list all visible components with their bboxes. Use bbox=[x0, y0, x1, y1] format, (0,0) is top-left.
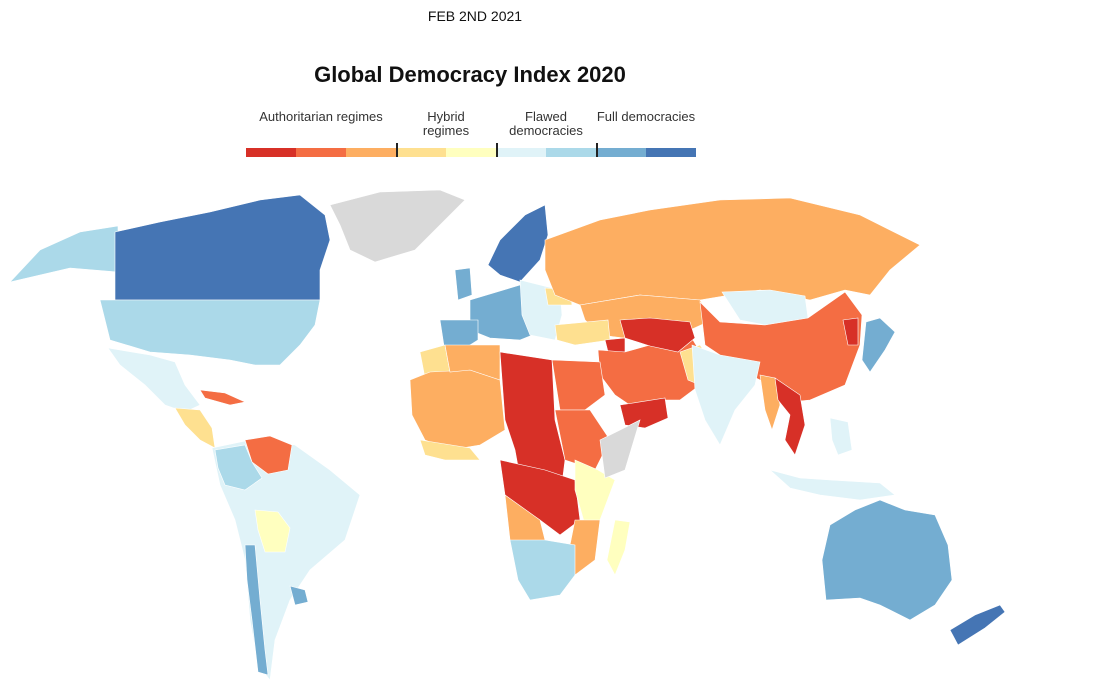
region-central-america bbox=[174, 407, 216, 449]
region-horn bbox=[599, 419, 641, 479]
region-algeria bbox=[444, 344, 501, 381]
region-russia bbox=[544, 197, 921, 306]
region-cuba bbox=[199, 389, 246, 406]
region-australia bbox=[821, 499, 953, 621]
region-southern-africa bbox=[509, 539, 576, 601]
region-north-west-africa bbox=[409, 369, 506, 451]
legend-swatch bbox=[496, 148, 546, 157]
region-colombia bbox=[214, 444, 263, 491]
legend-label-flawed: Flawed democracies bbox=[509, 109, 583, 138]
region-alaska bbox=[9, 225, 119, 283]
region-chile bbox=[244, 544, 269, 676]
legend-label-authoritarian: Authoritarian regimes bbox=[259, 109, 383, 124]
region-south-america bbox=[211, 439, 361, 681]
legend-divider bbox=[496, 143, 498, 157]
region-laos-vietnam bbox=[774, 377, 806, 456]
region-uruguay bbox=[289, 585, 309, 606]
region-bolivia bbox=[254, 509, 291, 553]
region-mongolia bbox=[721, 289, 809, 326]
region-philippines bbox=[829, 417, 853, 456]
legend-swatch bbox=[646, 148, 696, 157]
legend-label-hybrid: Hybrid regimes bbox=[422, 109, 470, 138]
legend-color-bar bbox=[246, 148, 696, 157]
map-title: Global Democracy Index 2020 bbox=[314, 62, 626, 87]
region-indonesia bbox=[769, 469, 896, 501]
legend-swatch bbox=[346, 148, 396, 157]
legend-swatch bbox=[246, 148, 296, 157]
region-north-korea bbox=[842, 317, 859, 346]
region-scandinavia bbox=[487, 204, 549, 283]
legend-divider bbox=[596, 143, 598, 157]
region-mexico bbox=[107, 347, 201, 413]
legend-swatch bbox=[446, 148, 496, 157]
region-myanmar bbox=[759, 374, 781, 431]
region-canada bbox=[114, 194, 331, 301]
region-greenland bbox=[329, 189, 466, 263]
region-uk bbox=[454, 267, 473, 301]
world-map bbox=[9, 189, 1006, 681]
region-yemen bbox=[619, 397, 669, 429]
legend-swatch bbox=[296, 148, 346, 157]
region-west-coast bbox=[419, 439, 481, 461]
region-turkey bbox=[554, 319, 611, 346]
region-middle-east bbox=[597, 334, 706, 413]
region-afghanistan bbox=[619, 317, 696, 353]
legend-label-full: Full democracies bbox=[596, 109, 696, 124]
legend-swatch bbox=[546, 148, 596, 157]
region-india bbox=[691, 344, 761, 446]
legend-swatch bbox=[596, 148, 646, 157]
legend-swatch bbox=[396, 148, 446, 157]
region-syria bbox=[604, 337, 626, 353]
publication-date: FEB 2ND 2021 bbox=[427, 8, 523, 24]
region-egypt bbox=[551, 359, 606, 411]
region-japan bbox=[861, 317, 896, 373]
region-new-zealand bbox=[949, 604, 1006, 646]
region-mozambique bbox=[569, 519, 601, 576]
legend-divider bbox=[396, 143, 398, 157]
region-madagascar bbox=[606, 519, 631, 576]
legend: Authoritarian regimes Hybrid regimes Fla… bbox=[246, 110, 696, 158]
region-usa bbox=[99, 299, 321, 366]
